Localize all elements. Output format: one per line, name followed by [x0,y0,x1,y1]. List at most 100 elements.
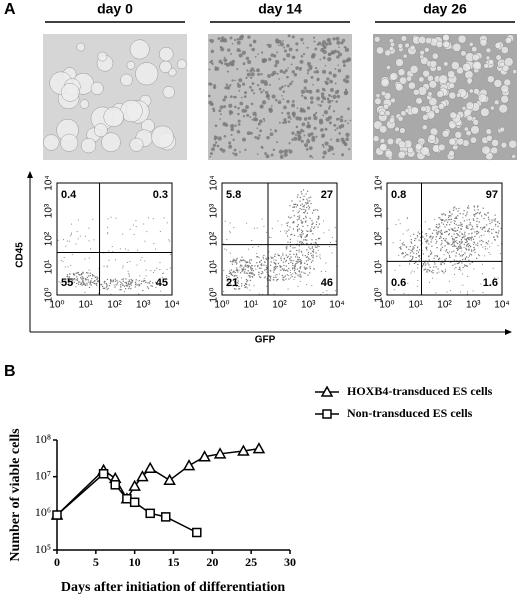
event [305,260,308,262]
event [309,272,311,274]
event [455,255,457,257]
event [261,263,263,265]
event [494,225,496,227]
cell [212,109,216,113]
event [145,281,147,284]
event [127,249,129,251]
event [438,237,441,240]
cell [269,132,274,137]
event [477,205,479,207]
cell [327,148,331,152]
event [476,230,478,233]
event [442,270,444,273]
event [493,219,495,221]
cell [415,97,423,105]
cell [252,111,257,116]
cell [249,116,252,119]
event [422,264,425,266]
event [466,207,469,209]
event [484,246,486,248]
event [120,281,122,283]
event [459,224,461,226]
cell [251,47,256,52]
event [500,227,502,229]
event [482,241,484,243]
event [474,251,476,253]
event [459,241,461,243]
cell [257,122,261,126]
data-point [122,493,132,504]
cell [292,115,296,118]
event [440,229,442,231]
cell [76,42,86,52]
event [441,219,443,221]
cell [281,85,284,89]
event [457,210,459,212]
event [463,236,465,238]
event [419,236,422,238]
x-axis-title: Days after initiation of differentiation [61,580,285,595]
event [415,261,417,264]
cell [479,38,488,47]
cell [485,55,491,61]
event [410,235,412,237]
event [413,247,415,249]
event [443,261,445,263]
cell [400,110,407,117]
cell [326,37,331,43]
cell [291,111,296,116]
event [307,251,310,253]
event [131,280,133,282]
event [451,229,453,231]
cell [424,47,430,53]
event [62,261,64,263]
event [444,268,446,270]
cell [262,117,266,121]
cell [283,118,287,122]
cell [448,91,457,100]
event [283,257,285,259]
event [234,278,236,280]
cell [234,124,237,127]
event [249,276,251,278]
event [235,278,238,280]
event [436,240,438,242]
event [289,250,291,252]
cell [338,52,343,57]
cell [222,98,226,102]
event [466,224,468,227]
event [455,230,457,232]
event [497,221,499,223]
cell [384,149,393,159]
event [480,215,483,217]
cell [303,117,308,121]
event [424,262,426,264]
event [484,255,486,257]
event [122,267,124,269]
event [273,271,275,273]
event [472,290,474,292]
event [310,252,312,255]
event [60,282,62,284]
event [436,255,438,257]
cell [250,102,254,106]
event [297,258,299,260]
event [424,238,426,240]
event [450,244,452,246]
event [251,264,253,267]
event [458,207,460,210]
event [317,218,319,220]
event [288,216,290,218]
event [477,242,479,244]
event [241,256,243,258]
event [75,272,77,274]
cell [316,43,319,46]
cell [442,40,450,48]
event [120,288,122,291]
x-tick-label: 10³ [466,300,481,311]
event [84,291,86,293]
event [264,261,266,264]
event [457,234,459,236]
event [112,251,114,253]
event [84,283,86,285]
